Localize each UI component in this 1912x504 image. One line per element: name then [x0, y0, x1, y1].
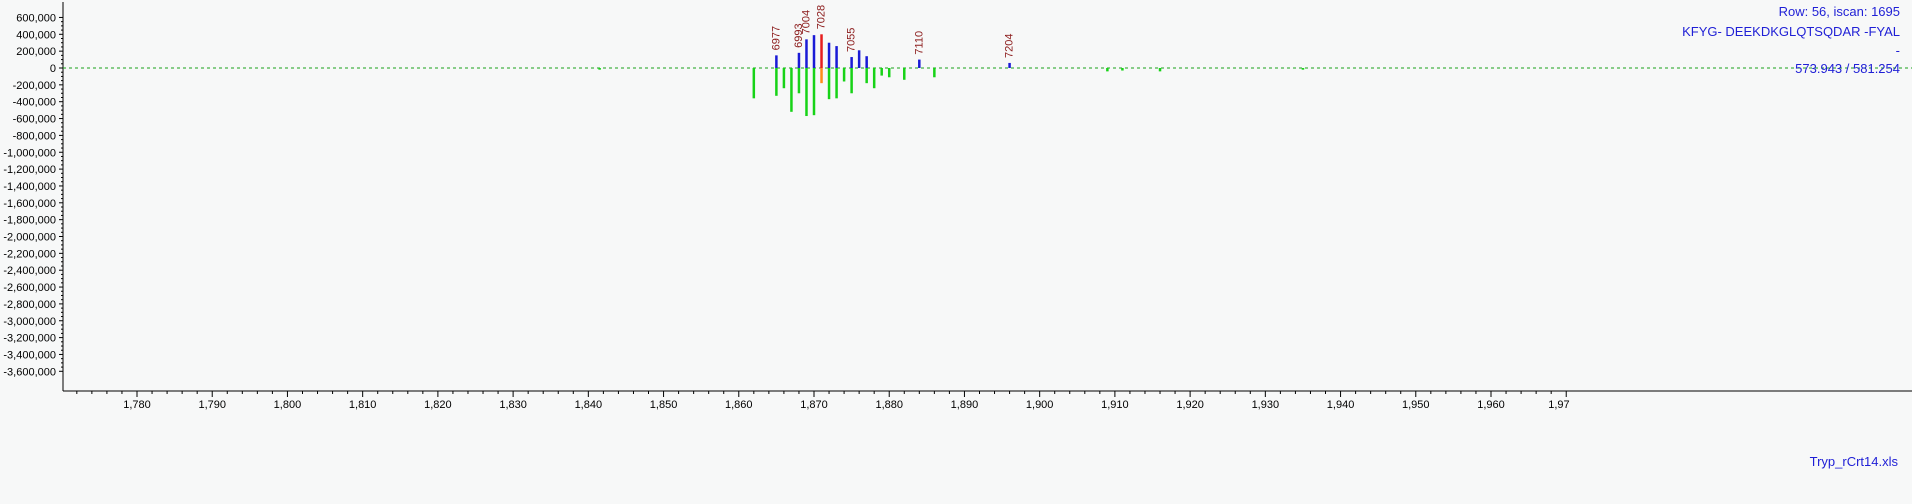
observed-peak-bar [828, 68, 831, 99]
x-tick-label: 1,820 [424, 399, 452, 411]
y-tick-label: -1,000,000 [3, 147, 56, 159]
observed-peak-bar [820, 68, 823, 83]
theoretical-peak-bar [820, 34, 823, 68]
observed-peak-bar [880, 68, 883, 76]
x-tick-label: 1,97 [1548, 399, 1569, 411]
theoretical-peak-bar [918, 60, 921, 68]
observed-peak-bar [888, 68, 891, 77]
x-tick-label: 1,830 [499, 399, 527, 411]
x-tick-label: 1,920 [1176, 399, 1204, 411]
theoretical-peak-bar [835, 46, 838, 68]
y-tick-label: 600,000 [16, 12, 56, 24]
y-tick-label: -2,600,000 [3, 282, 56, 294]
observed-peak-bar [843, 68, 846, 81]
y-tick-label: 200,000 [16, 46, 56, 58]
x-tick-label: 1,960 [1477, 399, 1505, 411]
observed-peak-bar [1121, 68, 1124, 71]
x-tick-label: 1,840 [575, 399, 603, 411]
observed-peak-bar [850, 68, 853, 93]
observed-peak-bar [805, 68, 808, 116]
x-tick-label: 1,910 [1101, 399, 1129, 411]
y-tick-label: -3,400,000 [3, 349, 56, 361]
x-tick-label: 1,810 [349, 399, 377, 411]
theoretical-peak-bar [813, 35, 816, 68]
x-tick-label: 1,880 [875, 399, 903, 411]
y-tick-label: 400,000 [16, 29, 56, 41]
peak-annotation-label: 7028 [816, 5, 828, 29]
x-tick-label: 1,800 [274, 399, 302, 411]
x-tick-label: 1,930 [1252, 399, 1280, 411]
observed-peak-bar [598, 68, 601, 70]
theoretical-peak-bar [850, 57, 853, 68]
x-tick-label: 1,780 [123, 399, 151, 411]
observed-peak-bar [775, 68, 778, 96]
observed-peak-bar [903, 68, 906, 80]
peak-annotation-label: 7110 [913, 31, 925, 55]
y-tick-label: -800,000 [13, 130, 56, 142]
info-mz-values: 573.943 / 581.254 [1795, 61, 1900, 76]
x-tick-label: 1,890 [951, 399, 979, 411]
y-tick-label: -2,400,000 [3, 265, 56, 277]
info-peptide-sequence: KFYG- DEEKDKGLQTSQDAR -FYAL [1682, 24, 1900, 39]
x-tick-label: 1,900 [1026, 399, 1054, 411]
x-tick-label: 1,870 [800, 399, 828, 411]
theoretical-peak-bar [775, 55, 778, 68]
peak-annotation-label: 7055 [846, 28, 858, 52]
observed-peak-bar [813, 68, 816, 115]
y-tick-label: -3,000,000 [3, 316, 56, 328]
theoretical-peak-bar [858, 50, 861, 68]
y-tick-label: -3,200,000 [3, 333, 56, 345]
y-tick-label: -1,800,000 [3, 215, 56, 227]
observed-peak-bar [783, 68, 786, 88]
y-tick-label: -1,400,000 [3, 181, 56, 193]
info-separator: - [1896, 43, 1900, 58]
theoretical-peak-bar [865, 56, 868, 68]
observed-peak-bar [1106, 68, 1109, 71]
x-tick-label: 1,950 [1402, 399, 1430, 411]
observed-peak-bar [1302, 68, 1305, 70]
theoretical-peak-bar [798, 53, 801, 68]
peak-annotation-label: 7004 [800, 10, 812, 34]
y-tick-label: -2,000,000 [3, 232, 56, 244]
y-tick-label: -200,000 [13, 80, 56, 92]
observed-peak-bar [1159, 68, 1162, 71]
y-tick-label: -1,600,000 [3, 198, 56, 210]
observed-peak-bar [873, 68, 876, 88]
y-tick-label: -2,800,000 [3, 299, 56, 311]
y-tick-label: 0 [50, 63, 56, 75]
peak-annotation-label: 6977 [770, 26, 782, 50]
x-tick-label: 1,790 [198, 399, 226, 411]
file-name-label: Tryp_rCrt14.xls [1810, 454, 1898, 469]
y-tick-label: -3,600,000 [3, 366, 56, 378]
theoretical-peak-bar [805, 39, 808, 68]
observed-peak-bar [933, 68, 936, 77]
x-tick-label: 1,860 [725, 399, 753, 411]
info-row-scan: Row: 56, iscan: 1695 [1779, 4, 1900, 19]
x-tick-label: 1,850 [650, 399, 678, 411]
observed-peak-bar [798, 68, 801, 93]
observed-peak-bar [835, 68, 838, 98]
observed-peak-bar [865, 68, 868, 83]
theoretical-peak-bar [1008, 63, 1011, 68]
observed-peak-bar [790, 68, 793, 112]
peak-annotation-label: 7204 [1004, 33, 1016, 57]
observed-peak-bar [753, 68, 756, 98]
x-tick-label: 1,940 [1327, 399, 1355, 411]
y-tick-label: -2,200,000 [3, 248, 56, 260]
y-tick-label: -600,000 [13, 114, 56, 126]
y-tick-label: -1,200,000 [3, 164, 56, 176]
y-tick-label: -400,000 [13, 97, 56, 109]
theoretical-peak-bar [828, 43, 831, 68]
